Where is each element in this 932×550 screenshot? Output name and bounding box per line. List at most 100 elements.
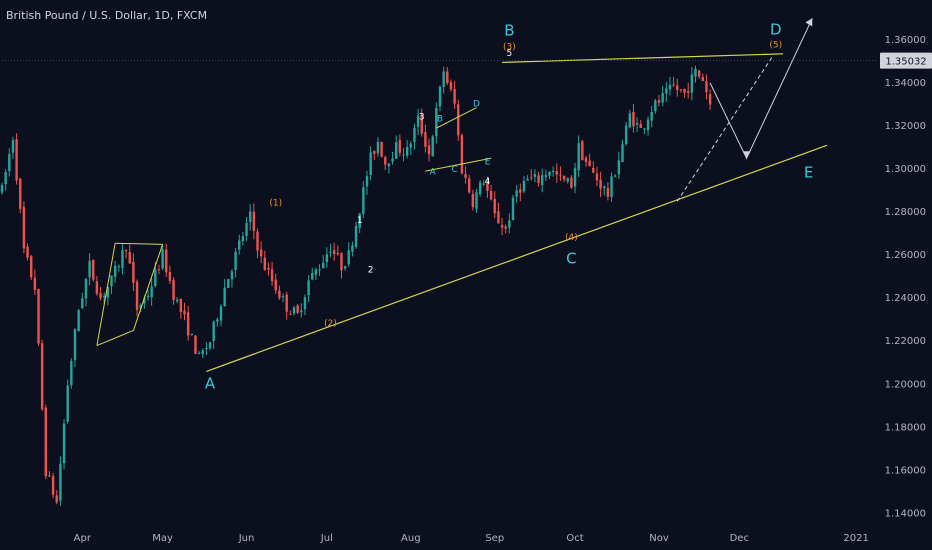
candle-body (219, 306, 223, 321)
candle-body (541, 175, 544, 186)
candle-body (99, 292, 102, 299)
candle-body (234, 251, 237, 270)
candle-body (0, 185, 4, 193)
candle-body (665, 88, 668, 94)
candle-body (369, 152, 372, 176)
candle-body (599, 179, 602, 189)
candle-body (373, 150, 376, 154)
candle-body (646, 119, 650, 131)
price-tick-label: 1.30000 (885, 164, 926, 175)
candle-body (526, 178, 529, 181)
candle-body (431, 136, 434, 157)
time-tick-label: Nov (649, 533, 669, 544)
subwave-label-e: E (485, 158, 491, 168)
candle-body (533, 174, 537, 177)
candle-body (508, 220, 511, 228)
candle-body (40, 343, 44, 410)
candle-body (584, 158, 588, 163)
candle-body (252, 211, 256, 231)
candle-body (639, 124, 642, 128)
candle-body (11, 140, 15, 153)
candle-body (212, 321, 215, 341)
candle-body (581, 141, 584, 161)
candle-body (672, 84, 675, 86)
candle-body (489, 190, 493, 200)
candle-body (106, 286, 110, 298)
triangle-left[interactable] (96, 243, 116, 346)
candle-body (460, 135, 464, 174)
candle-body (687, 91, 690, 93)
time-axis[interactable]: Apr May Jun Jul Aug Sep Oct Nov Dec 2021 (74, 533, 869, 544)
wedge-upper[interactable] (436, 107, 477, 129)
wave-label-d: D (770, 20, 782, 38)
candle-body (201, 350, 204, 354)
candle-body (124, 250, 128, 252)
candle-body (150, 286, 153, 298)
candle-body (347, 250, 350, 265)
candle-body (92, 259, 95, 280)
candle-body (143, 298, 146, 304)
candle-body (617, 160, 621, 175)
candle-body (603, 186, 606, 189)
drawings-layer (2, 18, 878, 372)
candle-body (4, 172, 7, 185)
trendline-lower[interactable] (206, 144, 828, 372)
candle-body (285, 294, 288, 312)
wave-label-3: 3 (419, 112, 425, 122)
candle-body (256, 231, 259, 251)
time-tick-label: 2021 (843, 533, 868, 544)
candle-body (62, 423, 66, 464)
candle-body (384, 157, 387, 165)
trendline-upper[interactable] (502, 53, 784, 64)
candle-body (172, 279, 175, 300)
candle-body (22, 206, 26, 249)
projection-arrow-down (742, 151, 751, 159)
price-tick-label: 1.36000 (885, 35, 926, 46)
time-tick-label: Dec (730, 533, 749, 544)
candle-body (194, 335, 197, 354)
wave-label-2: 2 (368, 265, 374, 275)
triangle-top[interactable] (115, 242, 163, 245)
candle-body (168, 272, 172, 281)
candle-body (117, 266, 120, 268)
wave-dashed-line[interactable] (676, 56, 773, 202)
time-tick-label: Jun (238, 533, 255, 544)
candle-body (183, 310, 186, 315)
candle-body (632, 112, 635, 127)
candle-body (566, 178, 569, 182)
time-tick-label: May (152, 533, 173, 544)
candle-body (453, 88, 456, 104)
wave-label-4: 4 (485, 177, 491, 187)
candle-body (121, 250, 124, 269)
candle-body (595, 173, 599, 181)
time-tick-label: Apr (74, 533, 92, 544)
candle-body (515, 190, 518, 197)
wave-label-1-paren: (1) (269, 199, 282, 209)
candle-body (165, 249, 168, 273)
triangle-right[interactable] (132, 244, 164, 331)
candle-body (365, 176, 369, 187)
price-axis[interactable]: 1.36000 1.34000 1.32000 1.30000 1.28000 1.260… (880, 35, 932, 520)
candle-body (475, 192, 478, 209)
candle-body (274, 279, 277, 291)
candle-body (190, 333, 193, 335)
candle-body (643, 128, 646, 130)
candle-body (216, 319, 219, 322)
candle-body (139, 305, 142, 309)
projection-arrow-up (805, 18, 813, 27)
wave-label-b: B (504, 22, 514, 40)
candle-body (635, 123, 639, 125)
candle-body (332, 250, 336, 254)
candle-body (497, 211, 500, 224)
candle-body (446, 71, 449, 83)
wave-labels-layer: A B C D E A B C D E (1) (2) (3) (4) (5) 1 2 3 4 5 (205, 20, 813, 392)
triangle-bottom[interactable] (96, 330, 134, 347)
candle-body (420, 114, 423, 134)
price-tick-label: 1.28000 (885, 207, 926, 218)
candle-body (606, 188, 610, 197)
wedge-lower[interactable] (425, 157, 492, 172)
candle-body (238, 240, 241, 250)
candle-body (263, 257, 266, 270)
candle-body (511, 197, 515, 221)
